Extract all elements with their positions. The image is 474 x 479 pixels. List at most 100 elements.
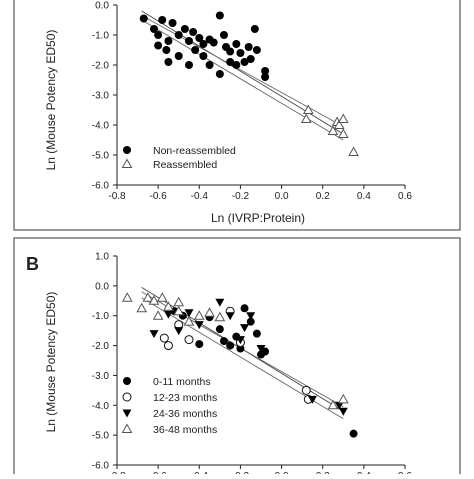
data-point-series-4 [193, 310, 205, 320]
data-point-series-3 [338, 407, 348, 416]
y-tick-label: -5.0 [92, 431, 110, 442]
data-point-series-1 [195, 340, 204, 349]
data-point-series-3 [149, 330, 159, 339]
data-point-series-2 [184, 335, 194, 345]
data-point-series-1 [215, 11, 224, 20]
data-point-series-1 [154, 31, 163, 39]
data-point-series-2 [163, 341, 173, 351]
panel-a-frame [13, 0, 461, 231]
data-point-series-2 [327, 125, 339, 135]
data-point-series-3 [163, 310, 173, 319]
data-point-series-1 [154, 41, 163, 50]
data-point-series-1 [185, 61, 193, 69]
data-point-series-1 [215, 70, 224, 78]
confidence-band-line [141, 19, 344, 141]
confidence-band-line [141, 15, 344, 127]
data-point-series-3 [307, 395, 317, 404]
x-tick-label: -0.8 [108, 191, 126, 202]
data-point-series-1 [246, 317, 255, 326]
data-point-series-1 [226, 341, 235, 350]
y-tick-label: -6.0 [92, 181, 110, 192]
data-point-series-4 [327, 399, 339, 410]
data-point-series-4 [121, 292, 133, 302]
data-point-series-2 [333, 119, 345, 129]
panel-b-plot: -0.8-0.6-0.4-0.20.00.20.40.61.00.0-1.0-2… [92, 252, 413, 479]
x-tick-label: 0.2 [316, 191, 330, 202]
y-tick-label: -4.0 [92, 401, 110, 412]
panel-b-label: B [26, 254, 39, 274]
data-point-series-1 [236, 49, 245, 57]
data-point-series-1 [168, 19, 177, 27]
data-point-series-1 [261, 67, 270, 75]
regression-line [141, 10, 344, 135]
data-point-series-1 [226, 47, 235, 56]
data-point-series-4 [156, 292, 168, 302]
data-point-series-3 [334, 401, 344, 410]
data-point-series-3 [240, 324, 250, 333]
data-point-series-1 [205, 61, 214, 69]
data-point-series-1 [174, 31, 183, 39]
legend-label-2: Reassembled [153, 159, 217, 171]
data-point-series-1 [246, 55, 255, 63]
y-tick-label: -3.0 [92, 371, 110, 382]
legend-marker-1 [123, 377, 131, 385]
panel-b-ylabel: Ln (Mouse Potency ED50) [44, 292, 58, 433]
data-point-series-4 [142, 292, 154, 302]
data-point-series-1 [261, 73, 270, 81]
data-point-series-1 [252, 46, 261, 54]
x-tick-label: -0.4 [191, 191, 209, 202]
legend-label-1: 0-11 months [153, 376, 211, 388]
data-point-series-1 [164, 37, 173, 45]
y-tick-label: 0.0 [95, 1, 109, 12]
panel-a-ylabel: Ln (Mouse Potency ED50) [44, 30, 58, 171]
legend-marker-2 [121, 158, 133, 168]
data-point-series-1 [158, 16, 167, 24]
data-point-series-1 [199, 40, 208, 48]
data-point-series-4 [152, 310, 164, 320]
data-point-series-4 [183, 316, 195, 326]
data-point-series-1 [195, 34, 204, 42]
y-tick-label: -5.0 [92, 151, 110, 162]
x-tick-label: -0.6 [150, 191, 168, 202]
legend-label-1: Non-reassembled [153, 145, 236, 157]
data-point-series-4 [173, 296, 185, 307]
data-point-series-4 [214, 311, 226, 322]
data-point-series-4 [337, 393, 349, 404]
x-tick-label: -0.2 [232, 191, 250, 202]
data-point-series-4 [204, 307, 215, 317]
y-tick-label: -1.0 [92, 311, 110, 322]
data-point-series-1 [174, 52, 183, 60]
data-point-series-3 [194, 321, 204, 330]
data-point-series-1 [162, 46, 171, 54]
data-point-series-1 [261, 347, 270, 356]
x-tick-label: 0.0 [275, 191, 289, 202]
y-tick-label: -2.0 [92, 341, 110, 352]
data-point-series-1 [164, 58, 173, 66]
x-tick-label: 0.4 [357, 191, 371, 202]
x-tick-label: 0.6 [398, 191, 412, 202]
y-tick-label: -4.0 [92, 121, 110, 132]
legend-marker-4 [121, 423, 133, 433]
data-point-series-1 [150, 25, 159, 33]
data-point-series-1 [219, 337, 228, 346]
legend-label-4: 36-48 months [153, 424, 217, 436]
y-tick-label: -1.0 [92, 31, 110, 42]
data-point-series-1 [139, 14, 148, 23]
y-tick-label: -3.0 [92, 91, 110, 102]
data-point-series-1 [191, 46, 200, 54]
data-point-series-3 [246, 312, 256, 321]
data-point-series-3 [235, 336, 245, 345]
data-point-series-4 [136, 302, 148, 313]
data-point-series-3 [215, 298, 225, 307]
data-point-series-2 [337, 113, 349, 123]
data-point-series-1 [185, 37, 193, 45]
data-point-series-1 [219, 31, 228, 39]
data-point-series-1 [199, 52, 208, 60]
data-point-series-1 [240, 58, 249, 66]
y-tick-label: 0.0 [95, 281, 109, 292]
data-point-series-2 [337, 128, 349, 138]
panel-a-plot: -0.8 -0.6 -0.4 -0.2 0.0 0.2 0.4 0.6 0.0 -1.0 -2.0 -… [92, 1, 413, 203]
panel-b-frame [13, 237, 461, 479]
